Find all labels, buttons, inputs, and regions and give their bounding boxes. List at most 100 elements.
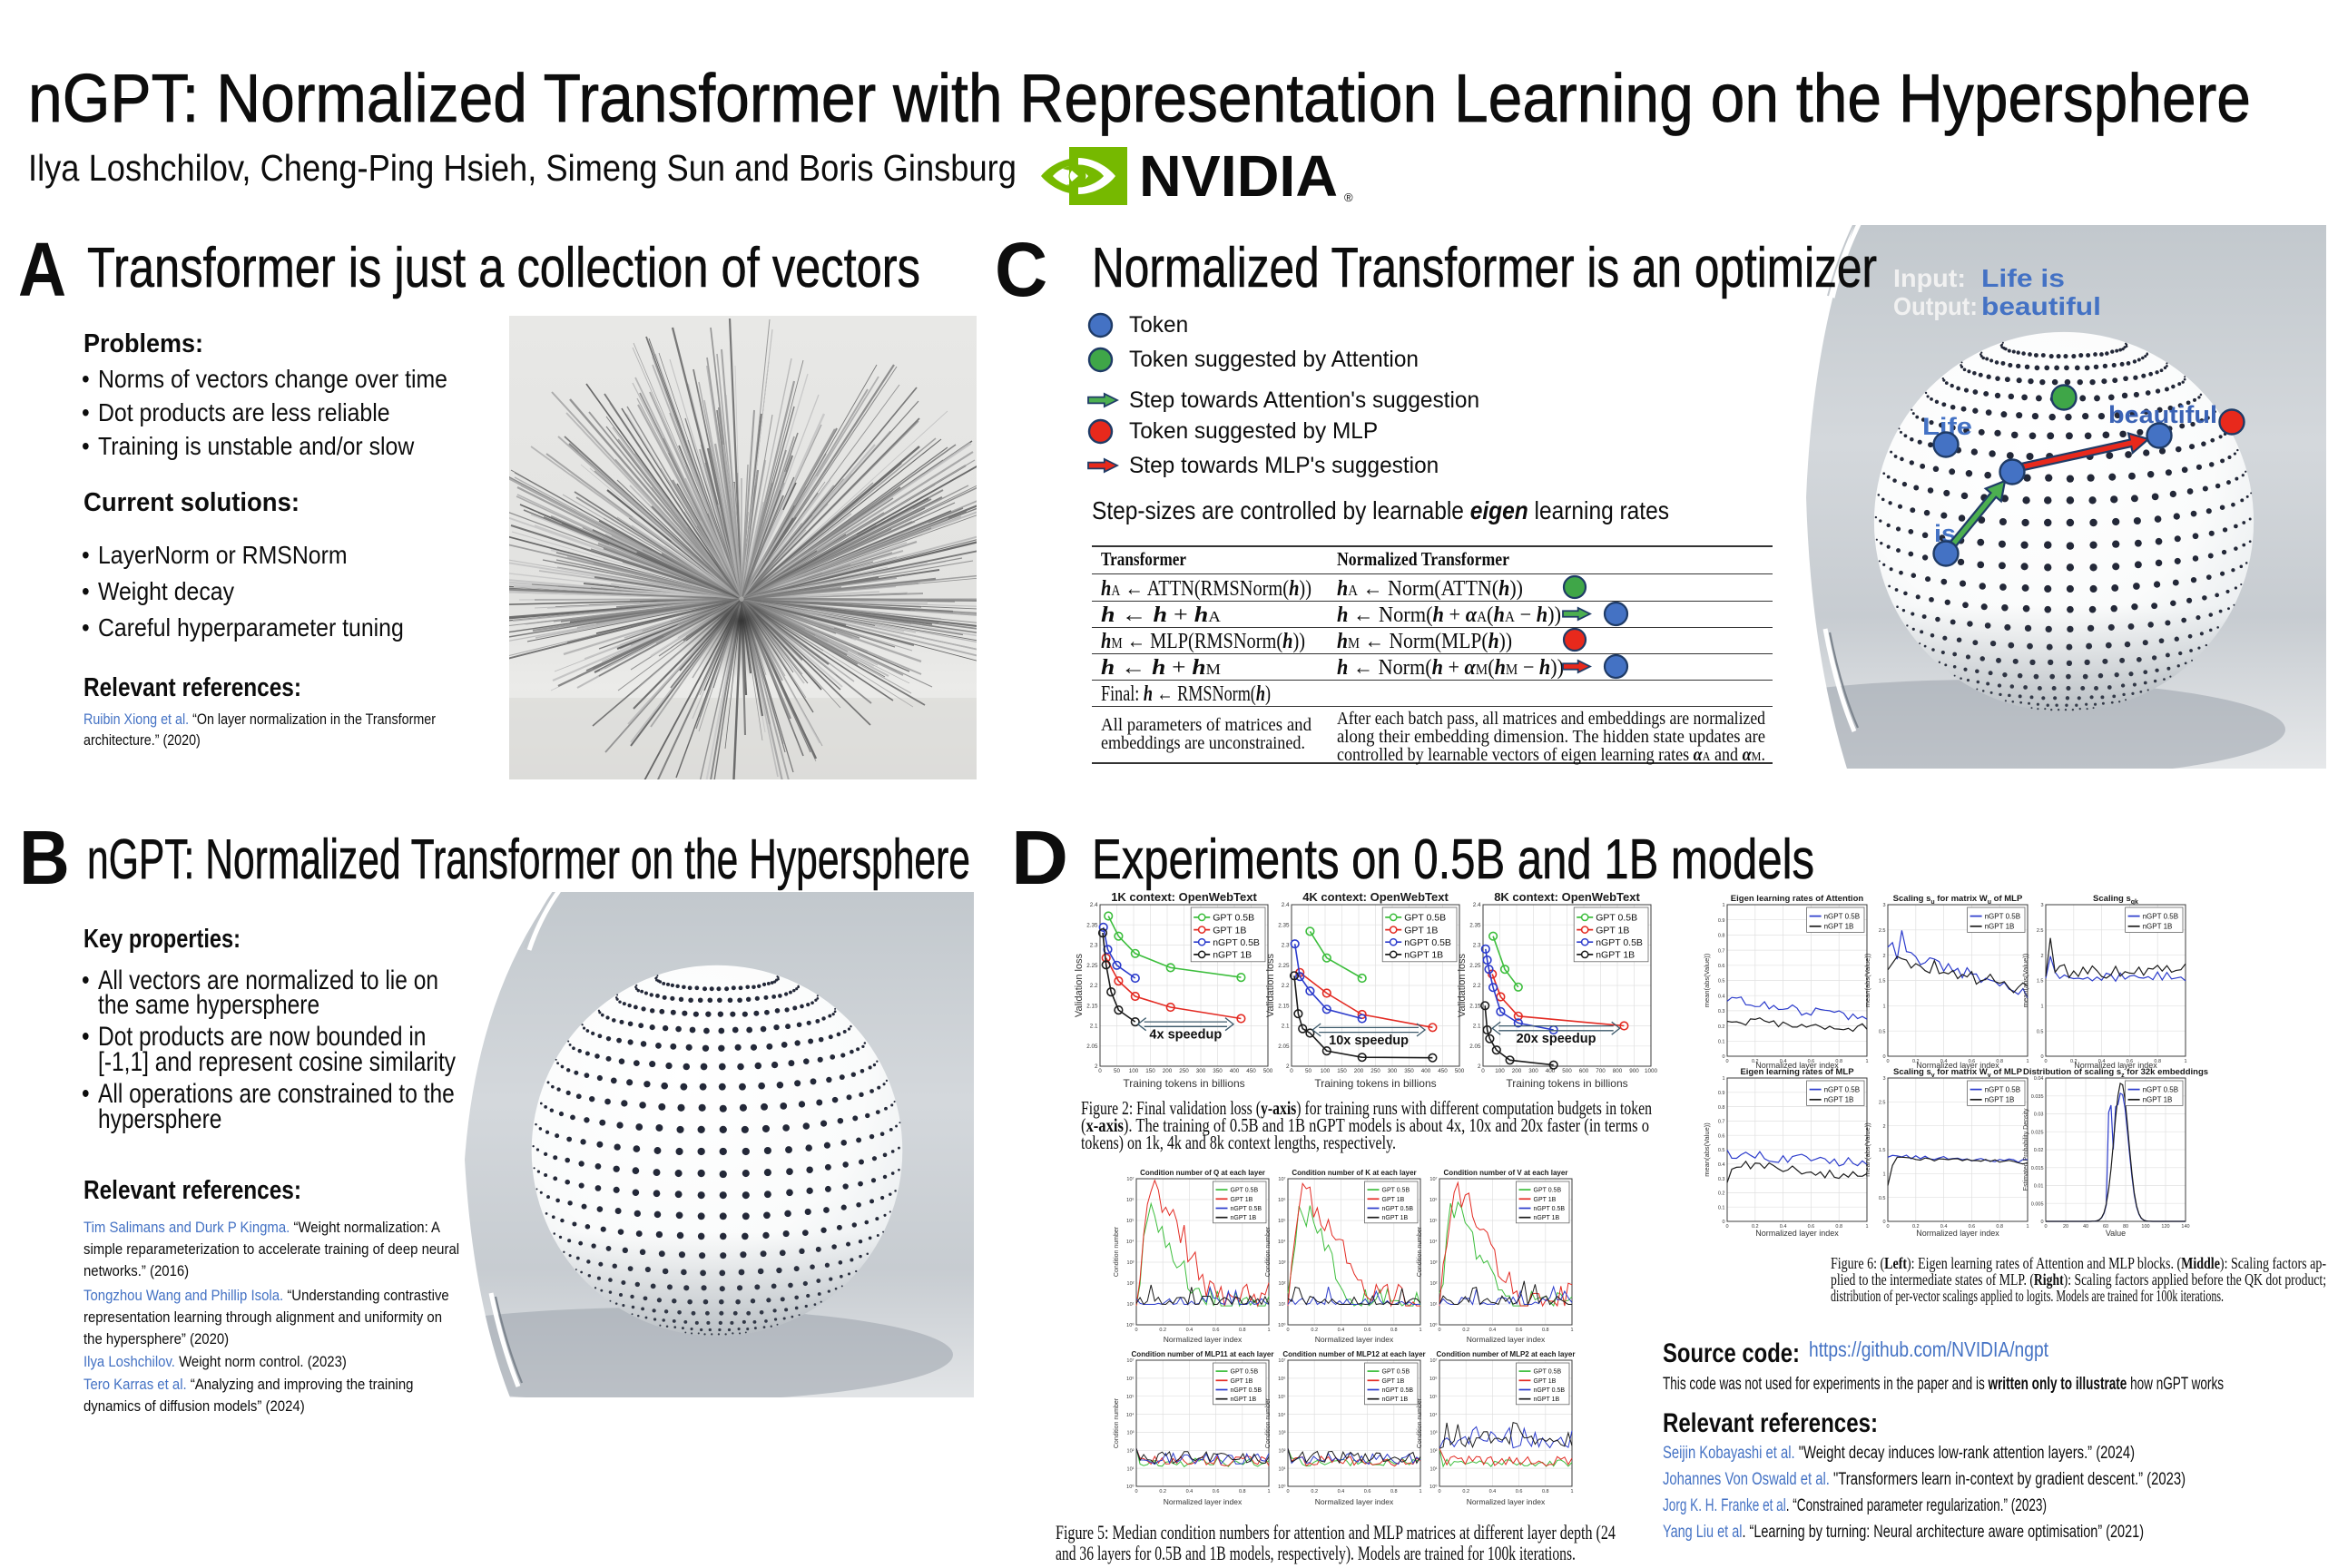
svg-text:60: 60 — [2103, 1224, 2108, 1230]
svg-text:0.2: 0.2 — [1912, 1224, 1920, 1230]
svg-text:Validation loss: Validation loss — [1265, 953, 1276, 1017]
svg-text:2.35: 2.35 — [1086, 923, 1098, 929]
svg-text:2.4: 2.4 — [1473, 902, 1481, 908]
svg-text:450: 450 — [1438, 1068, 1448, 1074]
svg-text:0.1: 0.1 — [1718, 1205, 1725, 1210]
svg-text:0.5: 0.5 — [1718, 1148, 1725, 1153]
svg-text:10⁷: 10⁷ — [1278, 1357, 1285, 1364]
svg-text:2.05: 2.05 — [1086, 1044, 1098, 1050]
svg-text:0.3: 0.3 — [1718, 1177, 1725, 1182]
svg-text:10⁶: 10⁶ — [1278, 1376, 1285, 1382]
svg-text:2.2: 2.2 — [1090, 983, 1098, 989]
svg-text:2.35: 2.35 — [1469, 923, 1481, 929]
svg-text:40: 40 — [2083, 1224, 2088, 1230]
svg-text:mean(abs(Value)): mean(abs(Value)) — [1863, 1122, 1871, 1177]
svg-text:10⁰: 10⁰ — [1278, 1322, 1286, 1328]
svg-text:0: 0 — [1886, 1059, 1889, 1064]
svg-text:20: 20 — [2063, 1224, 2068, 1230]
svg-text:0.7: 0.7 — [1718, 948, 1725, 954]
svg-text:2.2: 2.2 — [1473, 983, 1481, 989]
svg-text:2: 2 — [2040, 954, 2043, 959]
svg-text:2.5: 2.5 — [1879, 928, 1886, 934]
svg-text:0.4: 0.4 — [1940, 1224, 1948, 1230]
svg-text:300: 300 — [1196, 1068, 1206, 1074]
svg-text:200: 200 — [1354, 1068, 1364, 1074]
svg-text:0: 0 — [1286, 1489, 1289, 1494]
svg-text:0: 0 — [1098, 1068, 1102, 1074]
svg-text:10³: 10³ — [1279, 1260, 1286, 1266]
svg-text:10¹: 10¹ — [1127, 1466, 1135, 1472]
svg-text:0.4: 0.4 — [1940, 1059, 1948, 1064]
svg-text:nGPT 0.5B: nGPT 0.5B — [2143, 913, 2178, 921]
svg-text:nGPT 1B: nGPT 1B — [2143, 1096, 2173, 1104]
svg-text:nGPT 0.5B: nGPT 0.5B — [1985, 1086, 2020, 1094]
svg-text:0: 0 — [1481, 1068, 1485, 1074]
svg-text:0.8: 0.8 — [1239, 1328, 1246, 1333]
svg-text:0.6: 0.6 — [1213, 1489, 1220, 1494]
svg-text:0.025: 0.025 — [2031, 1131, 2044, 1136]
svg-text:1: 1 — [2040, 1004, 2043, 1010]
svg-text:10¹: 10¹ — [1279, 1466, 1286, 1472]
svg-text:nGPT 0.5B: nGPT 0.5B — [1596, 937, 1643, 948]
svg-text:2.25: 2.25 — [1469, 963, 1481, 969]
svg-text:10⁴: 10⁴ — [1278, 1412, 1286, 1418]
svg-text:600: 600 — [1579, 1068, 1589, 1074]
svg-text:0.2: 0.2 — [2070, 1059, 2078, 1064]
svg-text:nGPT 0.5B: nGPT 0.5B — [2143, 1086, 2178, 1094]
svg-text:150: 150 — [1337, 1068, 1347, 1074]
svg-text:0.3: 0.3 — [1718, 1009, 1725, 1014]
svg-text:nGPT 1B: nGPT 1B — [1404, 950, 1443, 961]
svg-text:500: 500 — [1263, 1068, 1273, 1074]
svg-text:Normalized layer index: Normalized layer index — [1916, 1229, 1999, 1238]
svg-text:Normalized layer index: Normalized layer index — [1315, 1335, 1394, 1344]
svg-text:10x speedup: 10x speedup — [1329, 1034, 1409, 1048]
svg-text:0.8: 0.8 — [1718, 1105, 1725, 1111]
svg-text:Condition number: Condition number — [1265, 1226, 1272, 1277]
svg-text:nGPT 0.5B: nGPT 0.5B — [1231, 1206, 1262, 1212]
svg-text:Eigen learning rates of MLP: Eigen learning rates of MLP — [1740, 1067, 1854, 1077]
svg-text:0.8: 0.8 — [1390, 1489, 1398, 1494]
svg-text:0: 0 — [1725, 1059, 1728, 1064]
svg-text:0.1: 0.1 — [1718, 1040, 1725, 1045]
svg-text:GPT 1B: GPT 1B — [1231, 1378, 1253, 1385]
svg-text:1: 1 — [1419, 1328, 1421, 1333]
svg-text:10⁵: 10⁵ — [1429, 1218, 1437, 1224]
svg-text:2.5: 2.5 — [1879, 1101, 1886, 1106]
svg-text:0.4: 0.4 — [2098, 1059, 2106, 1064]
svg-text:300: 300 — [1388, 1068, 1398, 1074]
svg-text:Normalized layer index: Normalized layer index — [1467, 1335, 1546, 1344]
svg-text:10⁰: 10⁰ — [1429, 1484, 1438, 1490]
svg-text:1K context: OpenWebText: 1K context: OpenWebText — [1111, 890, 1257, 904]
svg-text:0.6: 0.6 — [1718, 964, 1725, 969]
svg-text:0.4: 0.4 — [1718, 994, 1725, 999]
svg-text:2.3: 2.3 — [1473, 943, 1481, 949]
svg-text:Normalized layer index: Normalized layer index — [1164, 1335, 1243, 1344]
svg-text:0.8: 0.8 — [1390, 1328, 1398, 1333]
svg-text:nGPT 0.5B: nGPT 0.5B — [1534, 1206, 1566, 1212]
svg-text:nGPT 1B: nGPT 1B — [1985, 1096, 2015, 1104]
svg-text:1000: 1000 — [1645, 1068, 1658, 1074]
svg-text:GPT 0.5B: GPT 0.5B — [1404, 913, 1446, 924]
svg-text:10⁷: 10⁷ — [1126, 1176, 1134, 1182]
svg-text:mean(abs(Value)): mean(abs(Value)) — [1863, 953, 1871, 1007]
svg-text:GPT 1B: GPT 1B — [1404, 925, 1438, 936]
svg-text:0.6: 0.6 — [1969, 1059, 1976, 1064]
svg-text:Condition number: Condition number — [1114, 1226, 1120, 1277]
svg-text:2: 2 — [1882, 1124, 1885, 1130]
svg-text:10¹: 10¹ — [1127, 1302, 1135, 1308]
svg-text:0: 0 — [1135, 1489, 1137, 1494]
svg-text:2.4: 2.4 — [1090, 902, 1098, 908]
svg-text:nGPT 1B: nGPT 1B — [1534, 1215, 1560, 1221]
svg-text:2.1: 2.1 — [1282, 1024, 1290, 1030]
svg-text:100: 100 — [1495, 1068, 1505, 1074]
svg-text:nGPT 1B: nGPT 1B — [1824, 923, 1854, 931]
svg-text:0: 0 — [1725, 1224, 1728, 1230]
svg-text:0.02: 0.02 — [2034, 1148, 2044, 1153]
svg-text:10⁷: 10⁷ — [1278, 1176, 1285, 1182]
svg-text:10⁰: 10⁰ — [1126, 1484, 1135, 1490]
svg-text:0.6: 0.6 — [1808, 1059, 1815, 1064]
svg-text:2.5: 2.5 — [2037, 928, 2044, 934]
svg-text:Condition number of Q at each: Condition number of Q at each layer — [1140, 1169, 1265, 1177]
svg-text:Normalized layer index: Normalized layer index — [2074, 1061, 2157, 1070]
svg-text:0.2: 0.2 — [1718, 1024, 1725, 1030]
